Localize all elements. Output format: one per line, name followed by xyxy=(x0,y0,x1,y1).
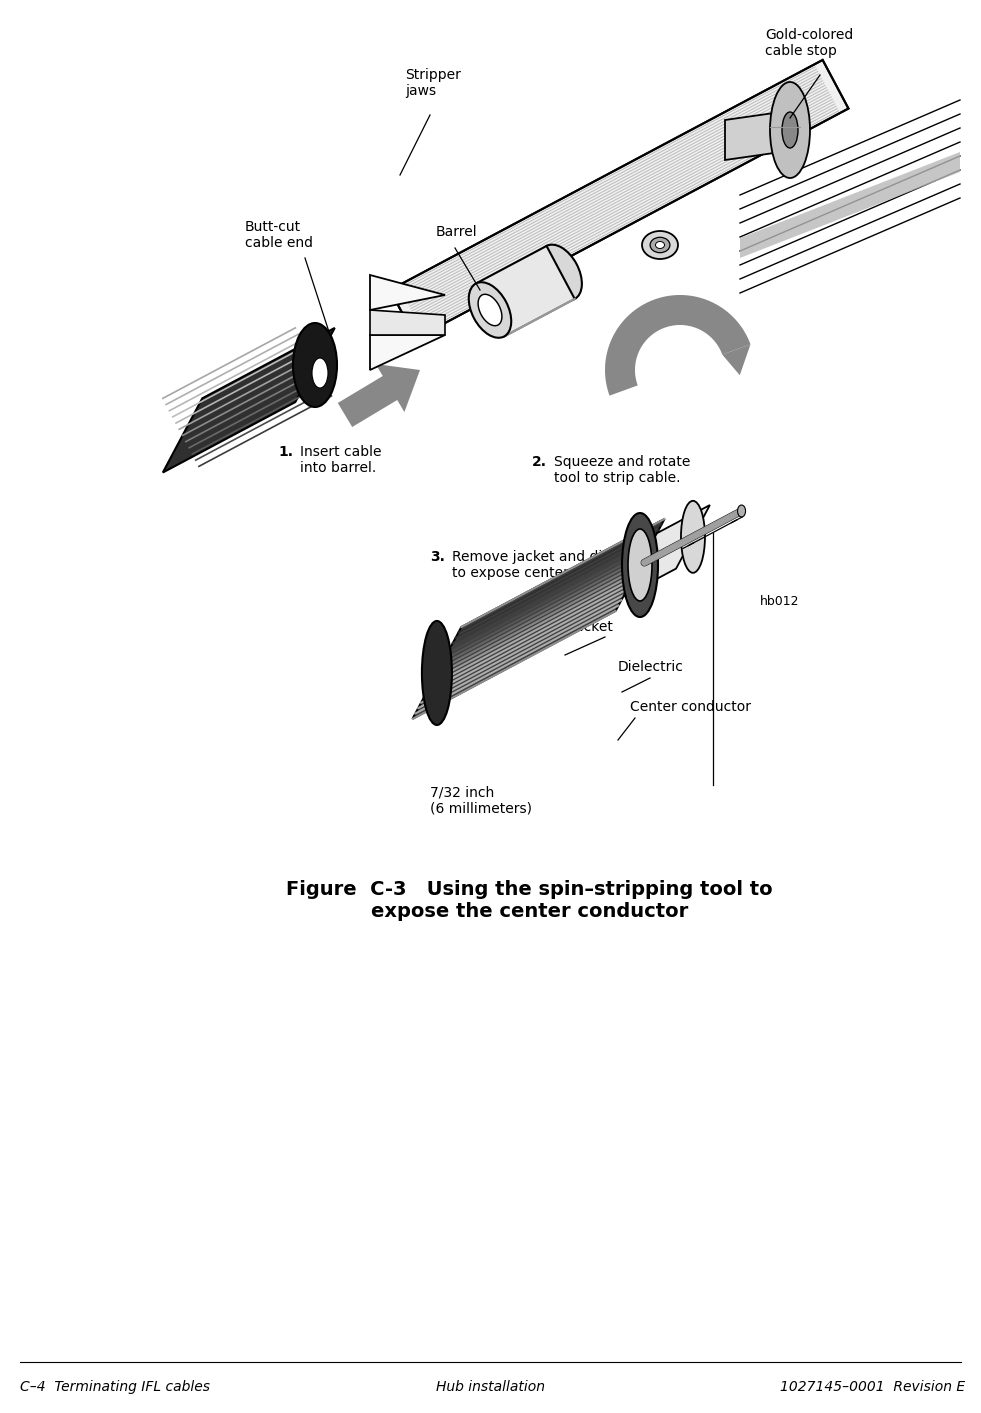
Polygon shape xyxy=(390,59,849,339)
Polygon shape xyxy=(370,276,445,309)
Ellipse shape xyxy=(642,230,678,259)
Text: Barrel: Barrel xyxy=(436,225,478,239)
Ellipse shape xyxy=(681,500,705,572)
Text: Butt-cut
cable end: Butt-cut cable end xyxy=(245,220,313,250)
Text: Squeeze and rotate
tool to strip cable.: Squeeze and rotate tool to strip cable. xyxy=(554,455,691,485)
Ellipse shape xyxy=(738,504,746,517)
Text: Insert cable
into barrel.: Insert cable into barrel. xyxy=(300,445,382,475)
Text: 1027145–0001  Revision E: 1027145–0001 Revision E xyxy=(780,1381,965,1395)
Ellipse shape xyxy=(469,283,511,338)
Polygon shape xyxy=(740,153,960,259)
Text: Figure  C-3   Using the spin–stripping tool to
expose the center conductor: Figure C-3 Using the spin–stripping tool… xyxy=(286,880,773,921)
Polygon shape xyxy=(370,309,445,335)
Text: Gold-colored
cable stop: Gold-colored cable stop xyxy=(765,28,853,58)
Ellipse shape xyxy=(622,513,658,617)
Polygon shape xyxy=(605,295,750,396)
Ellipse shape xyxy=(655,242,664,249)
Text: C–4  Terminating IFL cables: C–4 Terminating IFL cables xyxy=(20,1381,210,1395)
Text: Stripper
jaws: Stripper jaws xyxy=(405,68,461,97)
Text: Hub installation: Hub installation xyxy=(436,1381,544,1395)
Ellipse shape xyxy=(540,244,582,300)
Ellipse shape xyxy=(628,528,652,601)
Polygon shape xyxy=(722,345,750,376)
Text: 7/32 inch
(6 millimeters): 7/32 inch (6 millimeters) xyxy=(430,786,532,815)
Ellipse shape xyxy=(478,294,502,326)
Ellipse shape xyxy=(422,620,452,725)
Text: 1.: 1. xyxy=(278,445,293,459)
Polygon shape xyxy=(476,246,575,336)
Ellipse shape xyxy=(650,237,670,253)
Polygon shape xyxy=(725,110,795,160)
Ellipse shape xyxy=(293,324,337,407)
Polygon shape xyxy=(623,504,710,596)
Text: Center conductor: Center conductor xyxy=(630,699,751,714)
Polygon shape xyxy=(337,365,420,427)
Text: Remove jacket and dielectric
to expose center conductor.: Remove jacket and dielectric to expose c… xyxy=(452,550,653,581)
Polygon shape xyxy=(370,335,445,370)
Text: 2.: 2. xyxy=(532,455,547,469)
Ellipse shape xyxy=(782,112,798,148)
Polygon shape xyxy=(412,519,664,719)
Polygon shape xyxy=(163,328,335,472)
Ellipse shape xyxy=(770,82,810,178)
Ellipse shape xyxy=(312,357,328,389)
Text: Dielectric: Dielectric xyxy=(618,660,684,674)
Text: 3.: 3. xyxy=(430,550,444,564)
Text: hb012: hb012 xyxy=(760,595,800,608)
Text: Jacket: Jacket xyxy=(572,620,614,634)
